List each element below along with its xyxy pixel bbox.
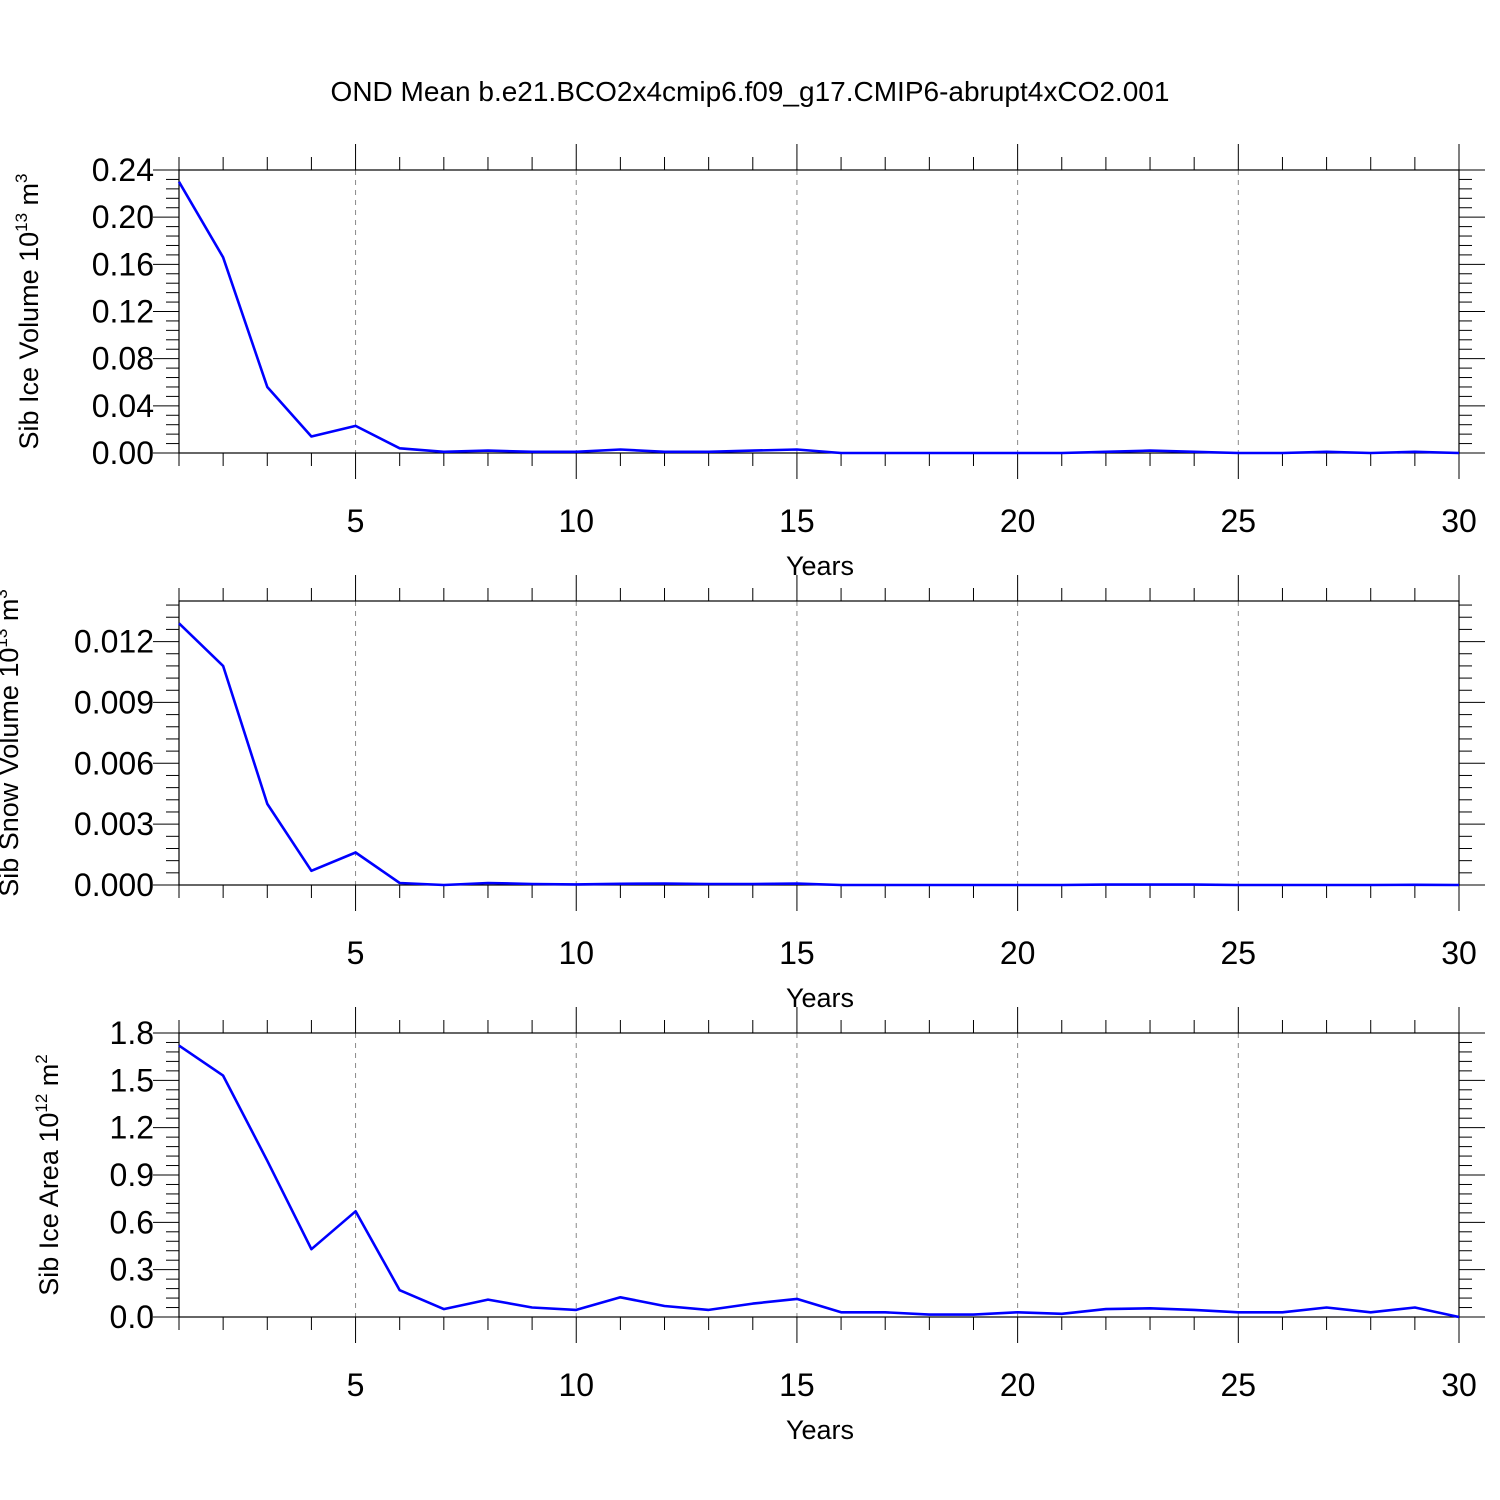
x-axis-label: Years [786,551,854,581]
y-tick-label: 1.8 [110,1015,154,1051]
y-tick-label: 0.04 [92,388,154,424]
x-tick-label: 30 [1441,935,1477,971]
x-axis-label: Years [786,983,854,1013]
y-tick-label: 0.24 [92,152,154,188]
panel-1: 5 10 15 20 25 30 0.00 0.04 0.08 0.12 0.16 0.20 0.24 Y… [12,144,1485,581]
y-label-superscript: 13 [0,629,11,648]
y-tick-label: 0.6 [110,1204,154,1240]
y-axis-label: Sib Ice Area 1012 m2 [32,1054,64,1296]
y-tick-label: 0.006 [74,745,154,781]
y-tick-label: 0.08 [92,341,154,377]
y-label-superscript: 3 [12,173,31,182]
y-label-text: Sib Snow Volume 10 [0,648,24,897]
y-label-text: m [14,183,44,213]
x-tick-label: 30 [1441,1367,1477,1403]
x-tick-label: 20 [1000,503,1036,539]
y-tick-label: 0.009 [74,684,154,720]
y-tick-label: 0.003 [74,806,154,842]
y-tick-label: 0.12 [92,294,154,330]
y-tick-label: 0.3 [110,1252,154,1288]
y-tick-label: 1.5 [110,1062,154,1098]
y-label-superscript: 3 [0,589,11,598]
x-tick-label: 10 [558,1367,594,1403]
y-label-superscript: 13 [12,213,31,232]
chart-title: OND Mean b.e21.BCO2x4cmip6.f09_g17.CMIP6… [330,76,1170,107]
y-label-text: m [34,1064,64,1094]
x-tick-label: 25 [1221,1367,1257,1403]
y-tick-label: 0.9 [110,1157,154,1193]
x-tick-label: 10 [558,935,594,971]
y-label-superscript: 2 [32,1054,51,1063]
series-line [178,1044,1460,1319]
x-tick-label: 20 [1000,935,1036,971]
y-label-superscript: 12 [32,1094,51,1113]
y-tick-label: 0.0 [110,1299,154,1335]
y-label-text: Sib Ice Volume 10 [14,232,44,450]
x-tick-label: 30 [1441,503,1477,539]
x-tick-label: 25 [1221,935,1257,971]
x-tick-label: 15 [779,935,815,971]
y-axis-label: Sib Snow Volume 1013 m3 [0,589,24,897]
y-tick-label: 0.00 [92,435,154,471]
y-tick-label: 0.20 [92,199,154,235]
plot-frame [178,169,1460,454]
panel-3: 5 10 15 20 25 30 0.0 0.3 0.6 0.9 1.2 1.5 1.8 Years Sib… [32,1007,1485,1445]
y-tick-label: 0.000 [74,867,154,903]
series-line [177,181,1460,455]
x-axis-label: Years [786,1415,854,1445]
x-tick-label: 5 [347,1367,365,1403]
plot-frame [178,600,1460,886]
x-tick-label: 5 [347,503,365,539]
series-line [178,622,1460,887]
x-tick-label: 10 [558,503,594,539]
y-tick-label: 0.16 [92,246,154,282]
x-tick-label: 15 [779,503,815,539]
x-tick-label: 25 [1221,503,1257,539]
y-label-text: Sib Ice Area 10 [34,1113,64,1296]
x-tick-label: 15 [779,1367,815,1403]
y-tick-label: 0.012 [74,624,154,660]
y-label-text: m [0,599,24,629]
y-axis-label: Sib Ice Volume 1013 m3 [12,173,44,449]
x-tick-label: 5 [347,935,365,971]
x-tick-label: 20 [1000,1367,1036,1403]
panel-2: 5 10 15 20 25 30 0.000 0.003 0.006 0.009 0.012 Year… [0,575,1485,1013]
y-tick-label: 1.2 [110,1110,154,1146]
plot-frame [178,1032,1460,1318]
